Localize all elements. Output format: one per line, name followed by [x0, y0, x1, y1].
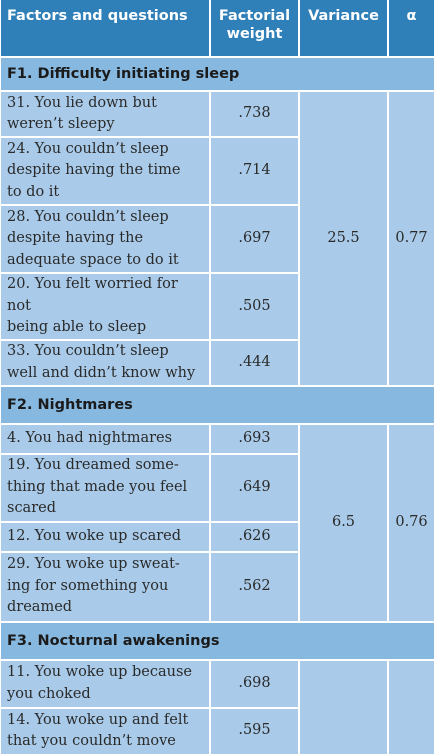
factor-row: F1. Difficulty initiating sleep [1, 56, 434, 92]
header-factors: Factors and questions [1, 0, 211, 57]
factor-title: F2. Nightmares [1, 384, 434, 425]
header-weight: Factorial weight [210, 0, 300, 57]
variance-value: 6.5 [298, 423, 388, 622]
item-row: 19. You dreamed some- thing that made yo… [1, 452, 434, 522]
item-row: 33. You couldn’t sleep well and didn’t k… [1, 338, 434, 386]
question-text: 31. You lie down but weren’t sleepy [1, 91, 210, 137]
factor-row: F3. Nocturnal awakenings [1, 620, 434, 661]
item-row: 4. You had nightmares .693 6.5 0.76 [1, 423, 434, 622]
item-row: 14. You woke up and felt that you couldn… [1, 706, 434, 754]
question-text: 11. You woke up because you choked [1, 659, 210, 708]
question-text: 24. You couldn’t sleep despite having th… [1, 136, 210, 205]
item-row: 20. You felt worried for not being able … [1, 272, 434, 340]
factorial-weight: .505 [209, 272, 299, 340]
factorial-weight: .738 [209, 91, 299, 137]
question-text: 19. You dreamed some- thing that made yo… [1, 452, 210, 522]
factor-title: F3. Nocturnal awakenings [1, 620, 434, 661]
alpha-value [387, 659, 434, 754]
factorial-weight: .714 [209, 136, 299, 205]
item-row: 28. You couldn’t sleep despite having th… [1, 204, 434, 273]
factorial-weight: .626 [209, 520, 299, 552]
item-row: 29. You woke up sweat- ing for something… [1, 550, 434, 622]
factorial-weight: .444 [209, 338, 299, 386]
header-alpha: α [388, 0, 434, 57]
item-row: 12. You woke up scared .626 [1, 520, 434, 552]
factor-row: F2. Nightmares [1, 384, 434, 425]
item-row: 24. You couldn’t sleep despite having th… [1, 136, 434, 205]
question-text: 12. You woke up scared [1, 520, 210, 552]
factorial-weight: .693 [209, 423, 299, 454]
factorial-weight: .562 [209, 550, 299, 622]
item-row: 11. You woke up because you choked .698 [1, 659, 434, 754]
factorial-weight: .698 [209, 659, 299, 708]
alpha-value: 0.77 [387, 91, 434, 386]
header-row: Factors and questions Factorial weight V… [1, 0, 434, 57]
alpha-value: 0.76 [387, 423, 434, 622]
question-text: 33. You couldn’t sleep well and didn’t k… [1, 338, 210, 386]
question-text: 29. You woke up sweat- ing for something… [1, 550, 210, 622]
factorial-weight: .697 [209, 204, 299, 273]
question-text: 20. You felt worried for not being able … [1, 272, 210, 340]
question-text: 4. You had nightmares [1, 423, 210, 454]
header-variance: Variance [299, 0, 389, 57]
item-row: 31. You lie down but weren’t sleepy .738… [1, 91, 434, 386]
variance-value [298, 659, 388, 754]
question-text: 28. You couldn’t sleep despite having th… [1, 204, 210, 273]
factorial-weight: .595 [209, 706, 299, 754]
factorial-weight: .649 [209, 452, 299, 522]
variance-value: 25.5 [298, 91, 388, 386]
factor-title: F1. Difficulty initiating sleep [1, 56, 434, 92]
question-text: 14. You woke up and felt that you couldn… [1, 706, 210, 754]
